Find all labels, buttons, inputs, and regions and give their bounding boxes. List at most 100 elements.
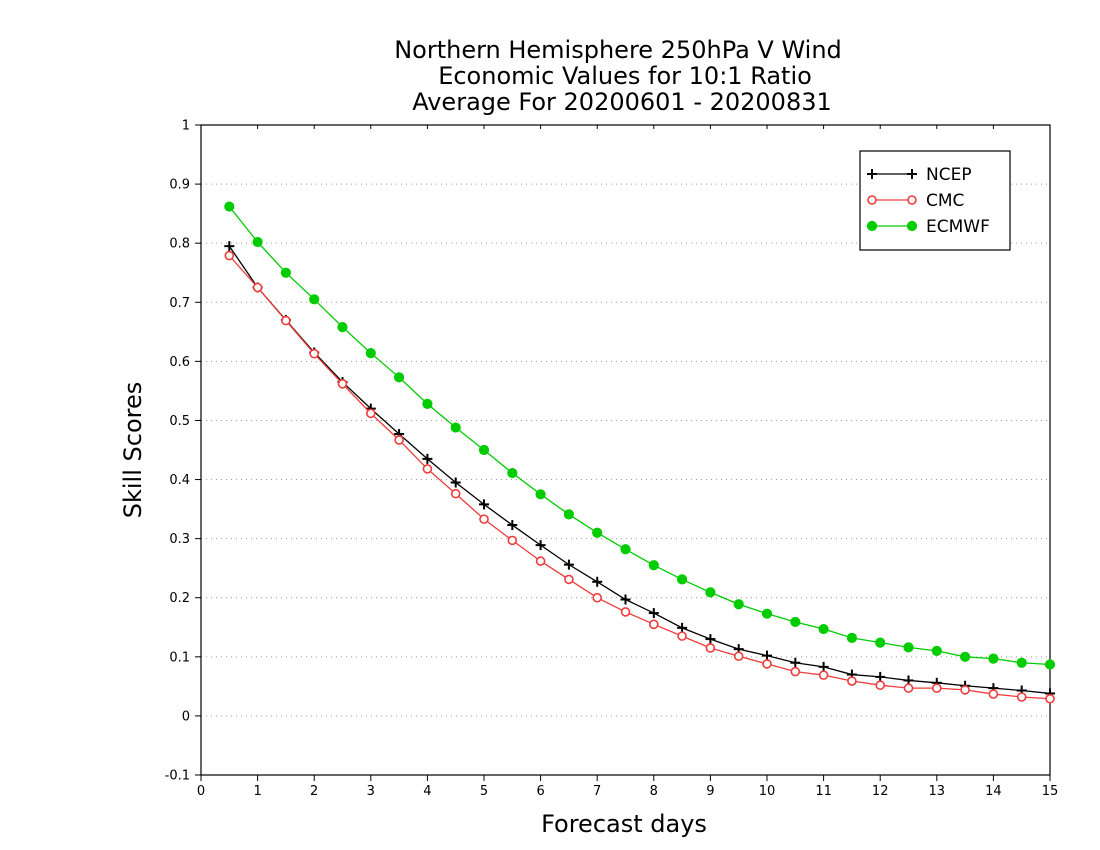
x-tick-label: 11 — [815, 784, 832, 799]
legend-item-cmc: CMC — [867, 191, 964, 211]
data-point — [705, 643, 716, 653]
y-tick-label: 0.7 — [169, 296, 190, 311]
x-tick-label: 13 — [929, 784, 946, 799]
data-point — [224, 250, 235, 261]
data-point — [365, 347, 376, 359]
data-point — [620, 594, 631, 605]
data-point — [790, 666, 801, 677]
y-axis-title: Skill Scores — [119, 382, 147, 519]
x-axis-title: Forecast days — [541, 810, 707, 838]
data-point — [790, 657, 801, 668]
data-point — [733, 599, 744, 610]
legend-marker — [867, 169, 877, 179]
x-tick-label: 10 — [759, 784, 776, 799]
y-tick-label: -0.1 — [165, 769, 190, 784]
chart-title-line: Northern Hemisphere 250hPa V Wind — [394, 36, 842, 64]
data-point — [280, 267, 291, 278]
grid — [201, 183, 1050, 717]
legend-marker — [907, 195, 917, 205]
x-tick-label: 0 — [197, 784, 205, 799]
data-point — [507, 535, 518, 546]
y-tick-label: 0.5 — [169, 414, 190, 429]
legend-marker — [907, 169, 917, 179]
data-point — [224, 201, 235, 212]
data-point — [705, 634, 716, 645]
y-tick-label: 0.8 — [169, 237, 190, 252]
data-point — [422, 453, 433, 464]
x-tick-label: 5 — [480, 784, 488, 799]
data-point — [677, 574, 688, 585]
data-point — [479, 514, 489, 524]
data-point — [252, 282, 263, 293]
data-point — [677, 622, 688, 633]
y-tick-label: 0 — [182, 709, 190, 724]
data-point — [535, 556, 546, 566]
data-point — [705, 587, 716, 598]
data-point — [1044, 659, 1056, 670]
x-tick-label: 12 — [872, 784, 889, 799]
data-point — [535, 540, 546, 551]
data-point — [563, 559, 574, 570]
data-point — [507, 467, 518, 479]
y-tick-label: 0.2 — [169, 591, 190, 606]
y-tick-label: 0.1 — [169, 650, 190, 665]
data-point — [592, 592, 603, 603]
legend-label: ECMWF — [926, 217, 990, 237]
data-point — [733, 651, 744, 662]
x-tick-label: 9 — [706, 784, 714, 799]
data-point — [535, 489, 546, 500]
legend-marker — [906, 220, 918, 232]
data-point — [648, 619, 659, 630]
data-point — [1016, 692, 1027, 702]
data-point — [1045, 693, 1055, 704]
y-tick-label: 0.6 — [169, 355, 190, 370]
data-point — [960, 685, 970, 695]
data-point — [762, 659, 772, 669]
y-tick-label: 1 — [182, 119, 190, 134]
data-point — [563, 509, 575, 520]
x-tick-label: 14 — [985, 784, 1002, 799]
x-tick-label: 8 — [650, 784, 658, 799]
data-point — [1016, 657, 1027, 668]
chart-title-line: Average For 20200601 - 20200831 — [412, 88, 832, 116]
series-line — [228, 245, 1051, 695]
series-ncep — [224, 241, 1055, 699]
data-point — [762, 650, 772, 661]
x-tick-label: 2 — [310, 784, 318, 799]
plot-frame — [200, 124, 1051, 776]
data-point — [479, 499, 489, 510]
data-point — [394, 435, 404, 445]
data-point — [450, 488, 461, 499]
data-point — [309, 348, 320, 359]
chart-title: Northern Hemisphere 250hPa V WindEconomi… — [394, 36, 842, 116]
data-point — [875, 680, 886, 690]
data-point — [620, 607, 631, 617]
series-line — [228, 255, 1051, 700]
legend-marker — [867, 195, 877, 205]
series-line — [228, 206, 1051, 666]
data-point — [818, 670, 829, 680]
data-point — [648, 608, 659, 619]
x-tick-label: 6 — [536, 784, 544, 799]
data-point — [818, 661, 829, 672]
data-point — [592, 576, 603, 587]
data-point — [903, 642, 914, 653]
data-point — [365, 408, 376, 419]
series-cmc — [224, 250, 1055, 704]
data-point — [960, 651, 971, 662]
data-point — [903, 683, 914, 693]
data-point — [761, 608, 773, 619]
axis-ticks: -0.100.10.20.30.40.50.60.70.80.910 1 2 3 4 5 6… — [165, 119, 1059, 800]
data-point — [931, 683, 942, 693]
x-tick-label: 4 — [423, 784, 431, 799]
data-point — [394, 372, 405, 383]
data-point — [620, 544, 631, 555]
data-point — [478, 444, 490, 456]
data-point — [422, 464, 433, 474]
data-point — [677, 631, 687, 641]
data-point — [790, 616, 801, 628]
x-tick-label: 7 — [593, 784, 601, 799]
y-tick-label: 0.3 — [169, 532, 190, 547]
data-point — [281, 315, 291, 326]
